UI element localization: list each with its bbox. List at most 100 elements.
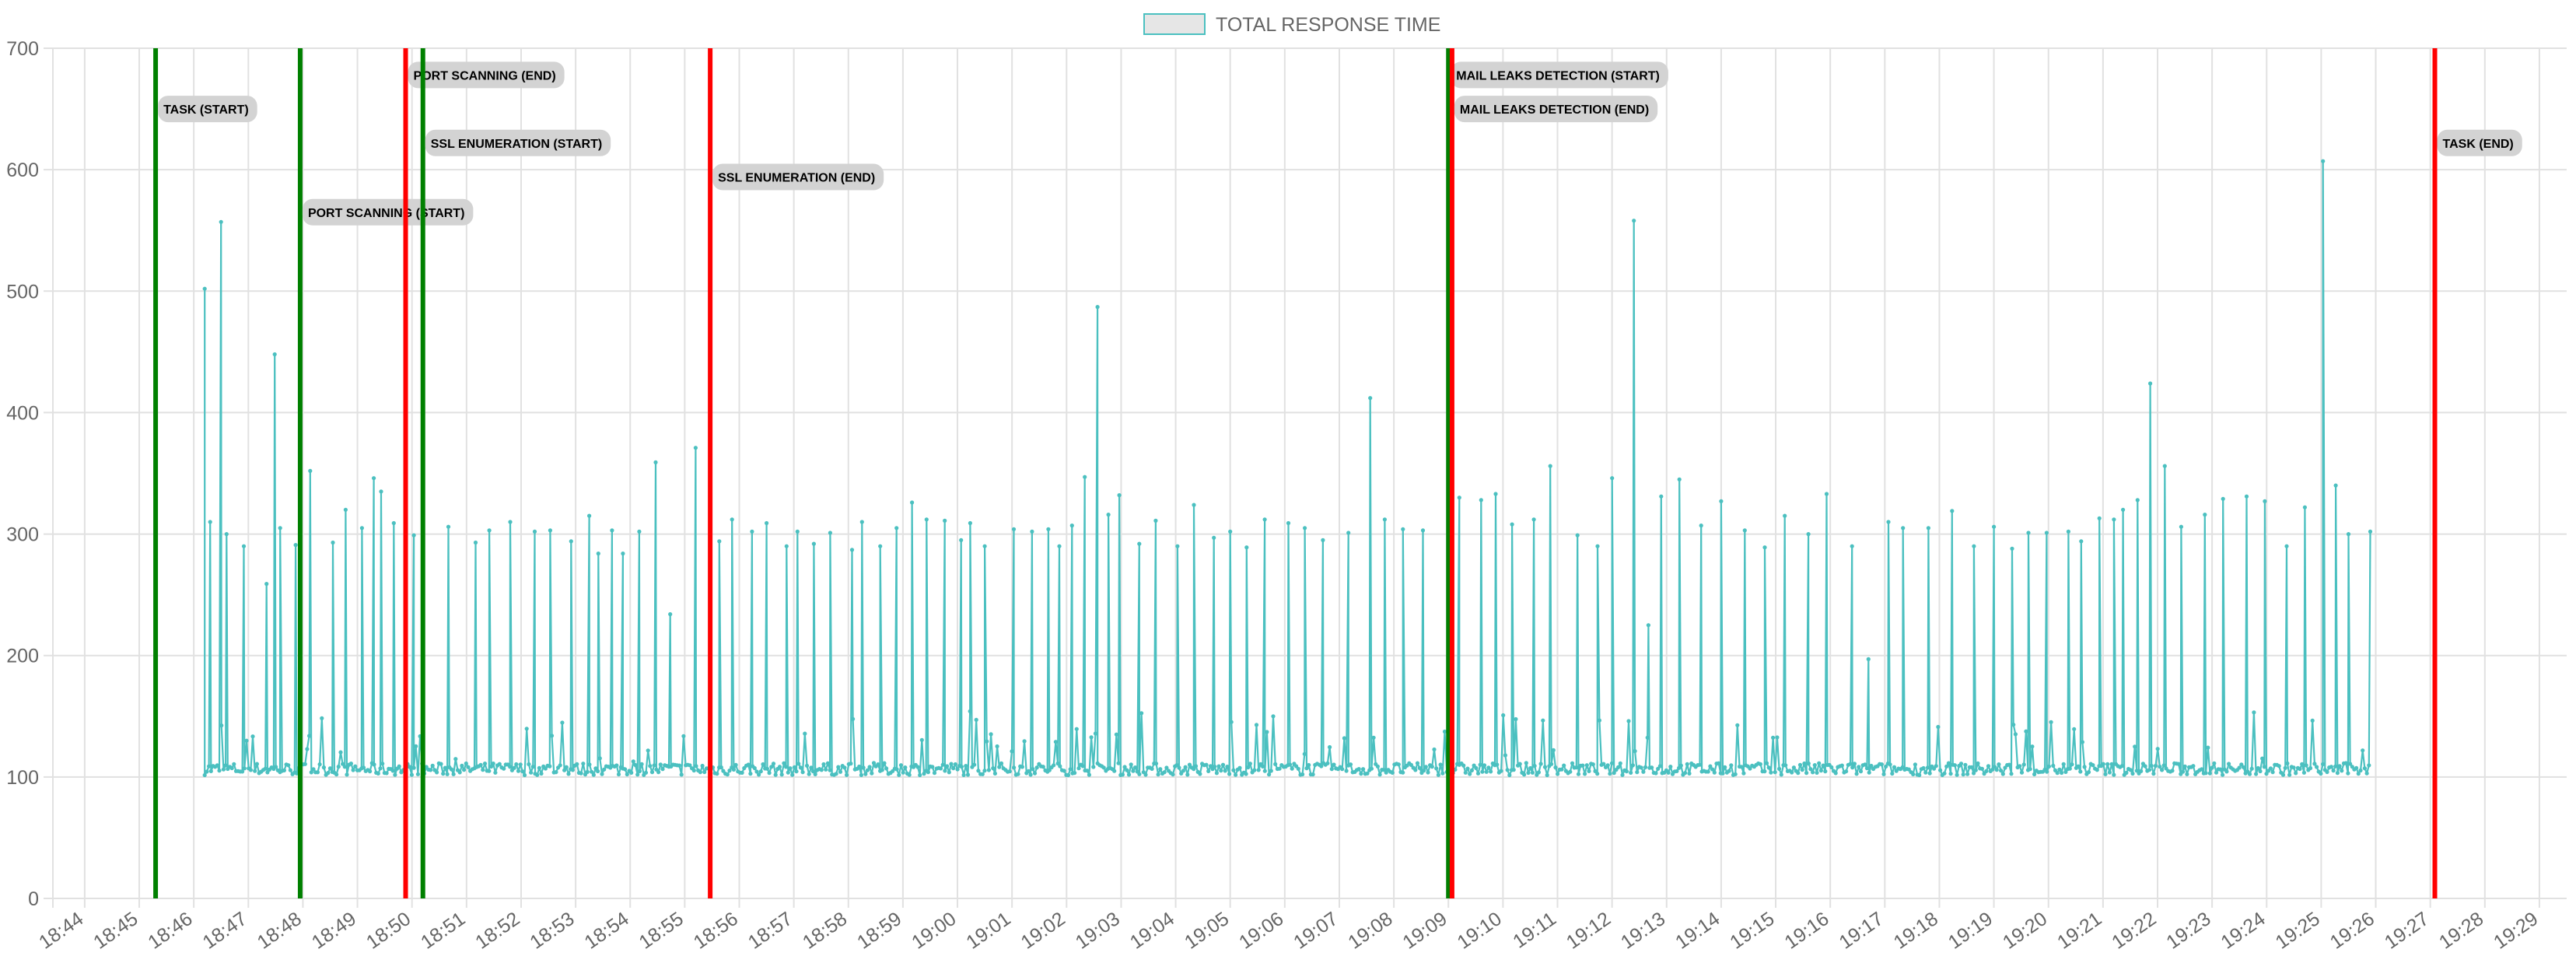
data-point[interactable]	[943, 518, 947, 524]
data-point[interactable]	[1741, 771, 1746, 776]
data-point[interactable]	[1958, 762, 1964, 766]
data-point[interactable]	[223, 763, 228, 768]
data-point[interactable]	[1675, 769, 1679, 774]
data-point[interactable]	[1478, 762, 1482, 767]
data-point[interactable]	[786, 770, 790, 775]
data-point[interactable]	[1601, 762, 1606, 766]
data-point[interactable]	[1791, 765, 1796, 770]
data-point[interactable]	[1348, 762, 1353, 767]
data-point[interactable]	[999, 761, 1004, 766]
data-point[interactable]	[1531, 517, 1536, 522]
data-point[interactable]	[2112, 517, 2116, 522]
data-point[interactable]	[1307, 762, 1311, 768]
data-point[interactable]	[794, 769, 799, 774]
data-point[interactable]	[871, 761, 877, 765]
data-point[interactable]	[414, 744, 418, 749]
data-point[interactable]	[1632, 219, 1636, 223]
data-point[interactable]	[924, 517, 929, 522]
data-point[interactable]	[522, 772, 527, 778]
data-point[interactable]	[1926, 526, 1930, 531]
data-point[interactable]	[2335, 771, 2340, 776]
data-point[interactable]	[2224, 769, 2229, 774]
data-point[interactable]	[1938, 768, 1943, 772]
data-point[interactable]	[2066, 529, 2070, 534]
data-point[interactable]	[1409, 762, 1413, 768]
data-point[interactable]	[1438, 762, 1443, 767]
data-point[interactable]	[2302, 505, 2307, 510]
data-point[interactable]	[721, 769, 726, 773]
data-point[interactable]	[1748, 766, 1752, 771]
data-point[interactable]	[1273, 762, 1278, 767]
data-point[interactable]	[2268, 766, 2273, 771]
data-point[interactable]	[1769, 770, 1773, 775]
data-point[interactable]	[241, 544, 247, 548]
data-point[interactable]	[2044, 531, 2049, 535]
data-point[interactable]	[1193, 764, 1199, 769]
data-point[interactable]	[2212, 761, 2217, 765]
data-point[interactable]	[1461, 763, 1466, 768]
data-point[interactable]	[639, 762, 644, 766]
data-point[interactable]	[1434, 766, 1439, 771]
data-point[interactable]	[2133, 744, 2137, 749]
data-point[interactable]	[1994, 768, 1999, 772]
data-point[interactable]	[453, 757, 458, 762]
data-point[interactable]	[1062, 769, 1066, 773]
data-point[interactable]	[1639, 765, 1643, 770]
data-point[interactable]	[1739, 765, 1744, 769]
data-point[interactable]	[1850, 544, 1854, 548]
data-point[interactable]	[1475, 771, 1481, 776]
data-point[interactable]	[1377, 772, 1382, 777]
data-point[interactable]	[1287, 762, 1293, 767]
data-point[interactable]	[2221, 772, 2225, 777]
data-point[interactable]	[919, 737, 924, 742]
data-point[interactable]	[457, 770, 462, 775]
data-point[interactable]	[1223, 769, 1227, 773]
data-point[interactable]	[1026, 769, 1031, 774]
data-point[interactable]	[898, 763, 904, 768]
data-point[interactable]	[1906, 767, 1911, 772]
data-point[interactable]	[884, 766, 889, 771]
data-point[interactable]	[1012, 765, 1017, 770]
data-point[interactable]	[1384, 770, 1388, 775]
data-point[interactable]	[1973, 768, 1978, 772]
data-point[interactable]	[445, 772, 450, 776]
data-point[interactable]	[1225, 765, 1230, 769]
data-point[interactable]	[2179, 524, 2183, 529]
data-point[interactable]	[2301, 770, 2306, 775]
data-point[interactable]	[725, 772, 730, 777]
data-point[interactable]	[1942, 771, 1947, 776]
data-point[interactable]	[1984, 769, 1989, 774]
data-point[interactable]	[429, 768, 433, 772]
data-point[interactable]	[535, 772, 540, 777]
data-point[interactable]	[1156, 772, 1160, 777]
data-point[interactable]	[1361, 767, 1366, 772]
data-point[interactable]	[1187, 762, 1192, 767]
data-point[interactable]	[2057, 767, 2062, 772]
data-point[interactable]	[961, 772, 966, 778]
data-point[interactable]	[992, 771, 997, 776]
data-point[interactable]	[1618, 761, 1622, 765]
data-point[interactable]	[282, 768, 286, 773]
data-point[interactable]	[907, 772, 912, 777]
data-point[interactable]	[1212, 535, 1216, 540]
data-point[interactable]	[240, 769, 245, 774]
data-point[interactable]	[2367, 763, 2371, 768]
data-point[interactable]	[1553, 765, 1558, 770]
data-point[interactable]	[2060, 770, 2064, 776]
data-point[interactable]	[1948, 772, 1953, 776]
data-point[interactable]	[658, 762, 663, 767]
data-point[interactable]	[2153, 763, 2158, 769]
data-point[interactable]	[784, 544, 789, 548]
data-point[interactable]	[1545, 772, 1549, 778]
data-point[interactable]	[910, 500, 915, 505]
data-point[interactable]	[1999, 769, 2004, 773]
data-point[interactable]	[2026, 531, 2031, 535]
data-point[interactable]	[1436, 772, 1440, 777]
data-point[interactable]	[1129, 762, 1133, 767]
data-point[interactable]	[694, 764, 698, 769]
data-point[interactable]	[959, 538, 964, 543]
data-point[interactable]	[1426, 770, 1430, 775]
data-point[interactable]	[1213, 764, 1217, 769]
data-point[interactable]	[1812, 763, 1817, 768]
data-point[interactable]	[274, 765, 278, 769]
